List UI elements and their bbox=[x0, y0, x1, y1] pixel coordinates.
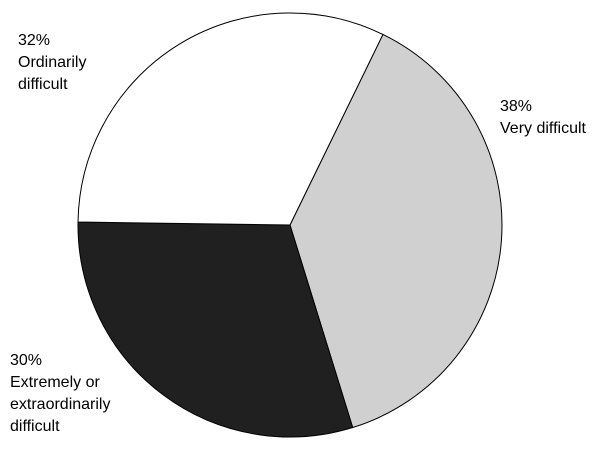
slice-percent: 32% bbox=[18, 32, 51, 49]
slice-label-very-difficult: 38% Very difficult bbox=[500, 96, 586, 140]
slice-category: Extremely or bbox=[10, 374, 100, 391]
slice-category: difficult bbox=[10, 418, 60, 435]
pie-slice-0 bbox=[289, 33, 503, 429]
slice-category: difficult bbox=[18, 76, 68, 93]
slice-label-extremely-difficult: 30% Extremely or extraordinarily difficu… bbox=[10, 350, 110, 438]
slice-category: extraordinarily bbox=[10, 396, 111, 413]
slice-percent: 30% bbox=[10, 352, 43, 369]
slice-category: Ordinarily bbox=[18, 54, 87, 71]
slice-category: Very difficult bbox=[500, 120, 586, 137]
pie-slice-1 bbox=[77, 221, 354, 438]
slice-percent: 38% bbox=[500, 98, 533, 115]
pie-slice-2 bbox=[77, 12, 384, 226]
slice-label-ordinarily-difficult: 32% Ordinarily difficult bbox=[18, 30, 86, 96]
